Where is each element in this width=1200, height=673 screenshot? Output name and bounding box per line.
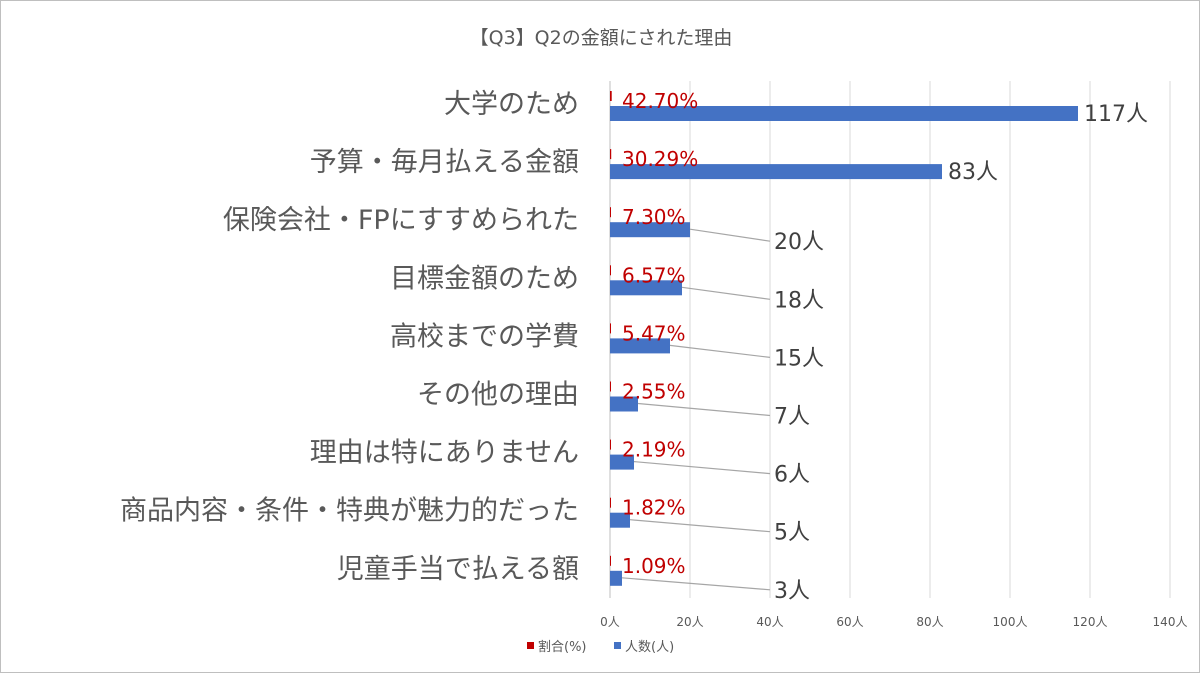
bar-ratio bbox=[610, 323, 611, 334]
x-tick-label: 60人 bbox=[836, 615, 863, 629]
category-label: 理由は特にありません bbox=[310, 438, 579, 469]
data-label-ratio: 30.29% bbox=[622, 147, 698, 171]
data-label-count: 18人 bbox=[774, 288, 824, 313]
bar-count bbox=[610, 570, 622, 586]
category-label: その他の理由 bbox=[417, 380, 579, 411]
bar-count bbox=[610, 222, 690, 238]
legend: 割合(%) 人数(人) bbox=[527, 639, 674, 655]
bars bbox=[610, 91, 1078, 586]
data-label-ratio: 2.55% bbox=[622, 380, 686, 404]
data-label-ratio: 5.47% bbox=[622, 321, 686, 345]
x-tick-label: 100人 bbox=[993, 615, 1028, 629]
x-axis-ticks: 0人 20人 40人 60人 80人 100人 120人 140人 bbox=[600, 615, 1187, 629]
data-labels: 42.70% 117人 30.29% 83人 7.30% 20人 6.57% 18人 5.47%… bbox=[622, 89, 1148, 604]
category-label: 高校までの学費 bbox=[390, 321, 579, 352]
x-tick-label: 120人 bbox=[1073, 615, 1108, 629]
data-label-count: 15人 bbox=[774, 346, 824, 371]
data-label-ratio: 42.70% bbox=[622, 89, 698, 113]
leader-lines bbox=[621, 228, 771, 591]
category-labels: 大学のため予算・毎月払える金額保険会社・FPにすすめられた目標金額のため高校まで… bbox=[120, 89, 579, 585]
x-tick-label: 20人 bbox=[676, 615, 703, 629]
category-label: 大学のため bbox=[444, 89, 579, 120]
legend-label-ratio: 割合(%) bbox=[538, 639, 587, 655]
bar-count bbox=[610, 106, 1078, 121]
legend-swatch-count bbox=[614, 642, 621, 649]
category-label: 商品内容・条件・特典が魅力的だった bbox=[120, 496, 579, 527]
bar-ratio bbox=[610, 497, 611, 508]
chart-title: 【Q3】Q2の金額にされた理由 bbox=[470, 27, 733, 49]
leader-line bbox=[629, 519, 771, 533]
data-label-count: 5人 bbox=[774, 521, 810, 546]
data-label-count: 20人 bbox=[774, 230, 824, 255]
category-label: 保険会社・FPにすすめられた bbox=[223, 205, 579, 236]
bar-count bbox=[610, 396, 638, 412]
leader-line bbox=[633, 461, 771, 475]
x-tick-label: 0人 bbox=[600, 615, 620, 629]
category-label: 予算・毎月払える金額 bbox=[310, 147, 579, 178]
data-label-ratio: 1.09% bbox=[622, 554, 686, 578]
data-label-ratio: 7.30% bbox=[622, 205, 686, 229]
category-label: 児童手当で払える額 bbox=[337, 554, 579, 585]
bar-count bbox=[610, 338, 670, 354]
bar-ratio bbox=[610, 439, 611, 450]
data-label-ratio: 2.19% bbox=[622, 438, 686, 462]
legend-label-count: 人数(人) bbox=[625, 640, 674, 655]
leader-line bbox=[621, 577, 771, 591]
bar-ratio bbox=[610, 149, 612, 160]
data-label-count: 3人 bbox=[774, 579, 810, 604]
bar-ratio bbox=[610, 381, 611, 392]
data-label-count: 83人 bbox=[948, 160, 998, 185]
data-label-count: 117人 bbox=[1084, 102, 1148, 127]
x-tick-label: 140人 bbox=[1153, 615, 1188, 629]
bar-ratio bbox=[610, 265, 611, 276]
bar-ratio bbox=[610, 91, 612, 101]
leader-line bbox=[689, 228, 771, 242]
data-label-ratio: 1.82% bbox=[622, 496, 686, 520]
x-tick-label: 80人 bbox=[916, 615, 943, 629]
bar-count bbox=[610, 512, 630, 528]
x-tick-label: 40人 bbox=[756, 615, 783, 629]
bar-count bbox=[610, 454, 634, 470]
bar-ratio bbox=[610, 555, 611, 566]
bar-ratio bbox=[610, 207, 611, 218]
legend-swatch-ratio bbox=[527, 642, 534, 649]
data-label-ratio: 6.57% bbox=[622, 263, 686, 287]
data-label-count: 7人 bbox=[774, 405, 810, 430]
leader-line bbox=[681, 286, 771, 300]
leader-line bbox=[669, 344, 771, 358]
leader-line bbox=[637, 402, 771, 417]
bar-count bbox=[610, 164, 942, 180]
bar-count bbox=[610, 280, 682, 296]
category-label: 目標金額のため bbox=[390, 263, 579, 294]
data-label-count: 6人 bbox=[774, 463, 810, 488]
